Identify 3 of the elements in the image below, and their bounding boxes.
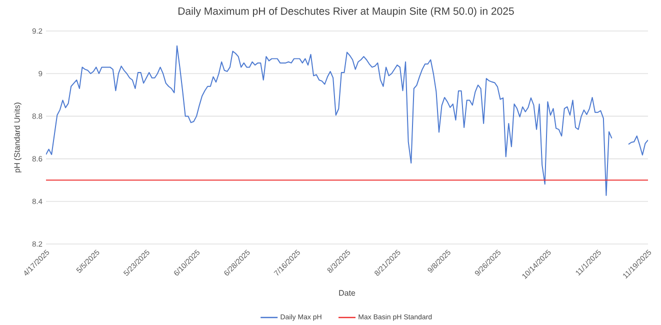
chart-title: Daily Maximum pH of Deschutes River at Maupin Site (RM 50.0) in 2025 (178, 7, 514, 17)
x-axis-title: Date (339, 290, 356, 296)
y-axis-title: pH (Standard Units) (14, 102, 22, 172)
